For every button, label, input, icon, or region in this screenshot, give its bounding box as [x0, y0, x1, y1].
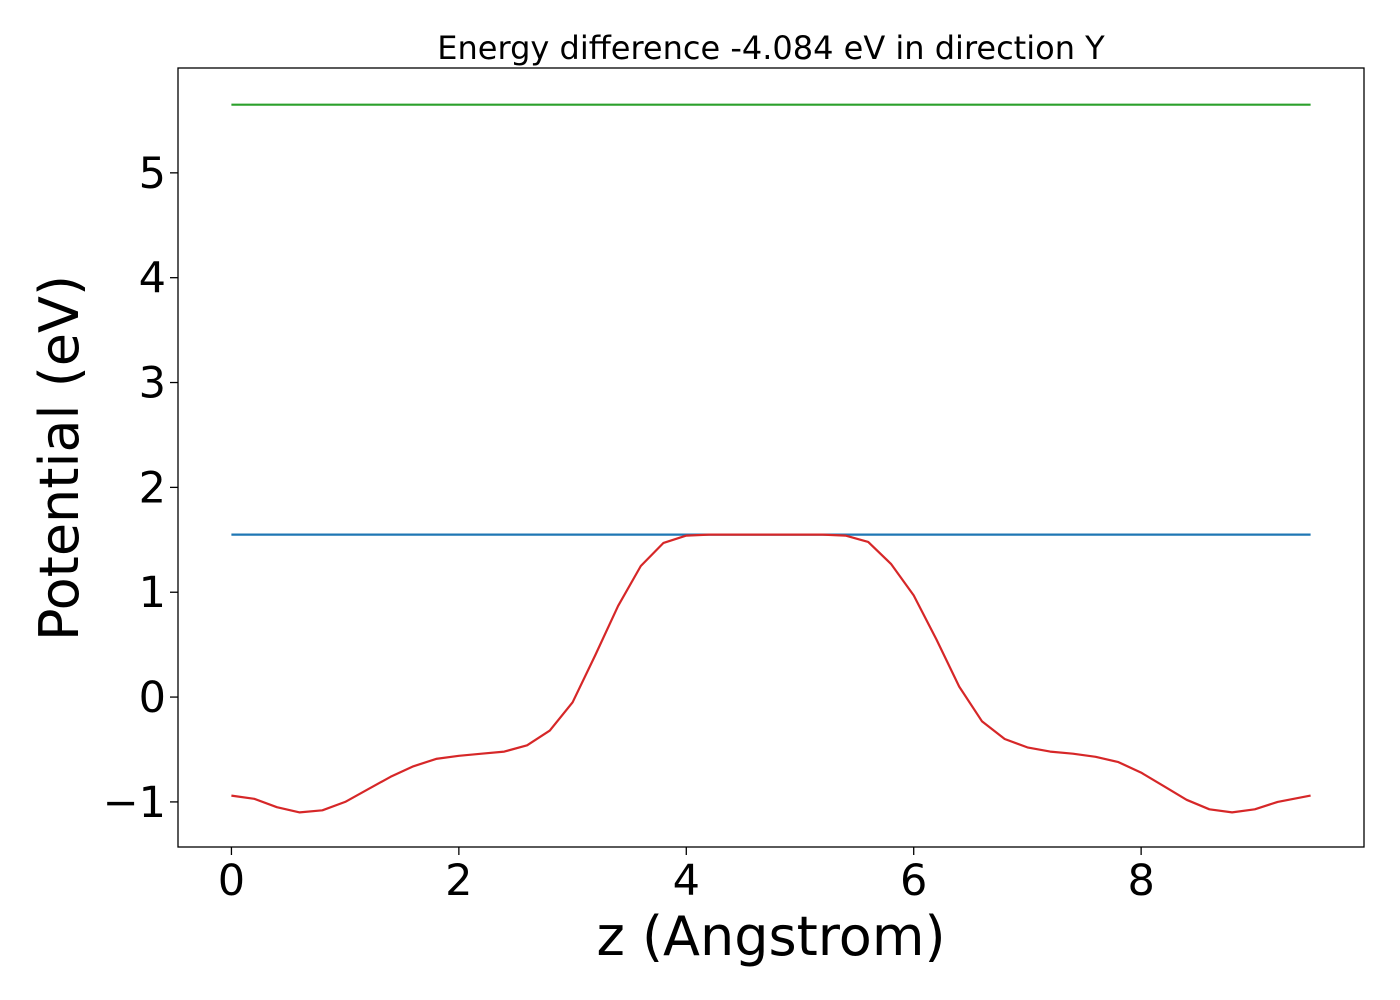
x-axis-ticks: 0 2 4 6 8	[218, 847, 1155, 906]
y-tick-label-6: 5	[139, 149, 166, 199]
x-axis-label: z (Angstrom)	[596, 905, 945, 968]
x-tick-label-4: 8	[1127, 856, 1154, 906]
y-tick-label-3: 2	[139, 463, 166, 513]
x-tick-label-3: 6	[900, 856, 927, 906]
y-tick-label-4: 3	[139, 359, 166, 409]
y-axis-label: Potential (eV)	[28, 275, 91, 641]
plot-area: 0 2 4 6 8 −1 0 1 2 3 4 5	[103, 67, 1365, 906]
y-axis-ticks: −1 0 1 2 3 4 5	[103, 149, 178, 828]
series-layer	[231, 103, 1311, 814]
chart-title: Energy difference -4.084 eV in direction…	[437, 29, 1105, 67]
y-tick-label-0: −1	[103, 778, 166, 828]
y-tick-label-1: 0	[139, 673, 166, 723]
series-line-2	[231, 533, 1311, 814]
y-tick-label-5: 4	[139, 254, 166, 304]
x-tick-label-0: 0	[218, 856, 245, 906]
plot-frame	[177, 67, 1365, 848]
y-tick-label-2: 1	[139, 568, 166, 618]
x-tick-label-2: 4	[673, 856, 700, 906]
x-tick-label-1: 2	[445, 856, 472, 906]
